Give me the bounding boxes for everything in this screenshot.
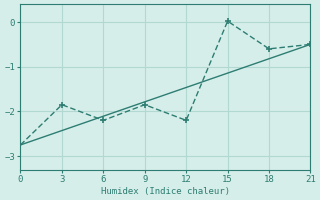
X-axis label: Humidex (Indice chaleur): Humidex (Indice chaleur)	[101, 187, 230, 196]
